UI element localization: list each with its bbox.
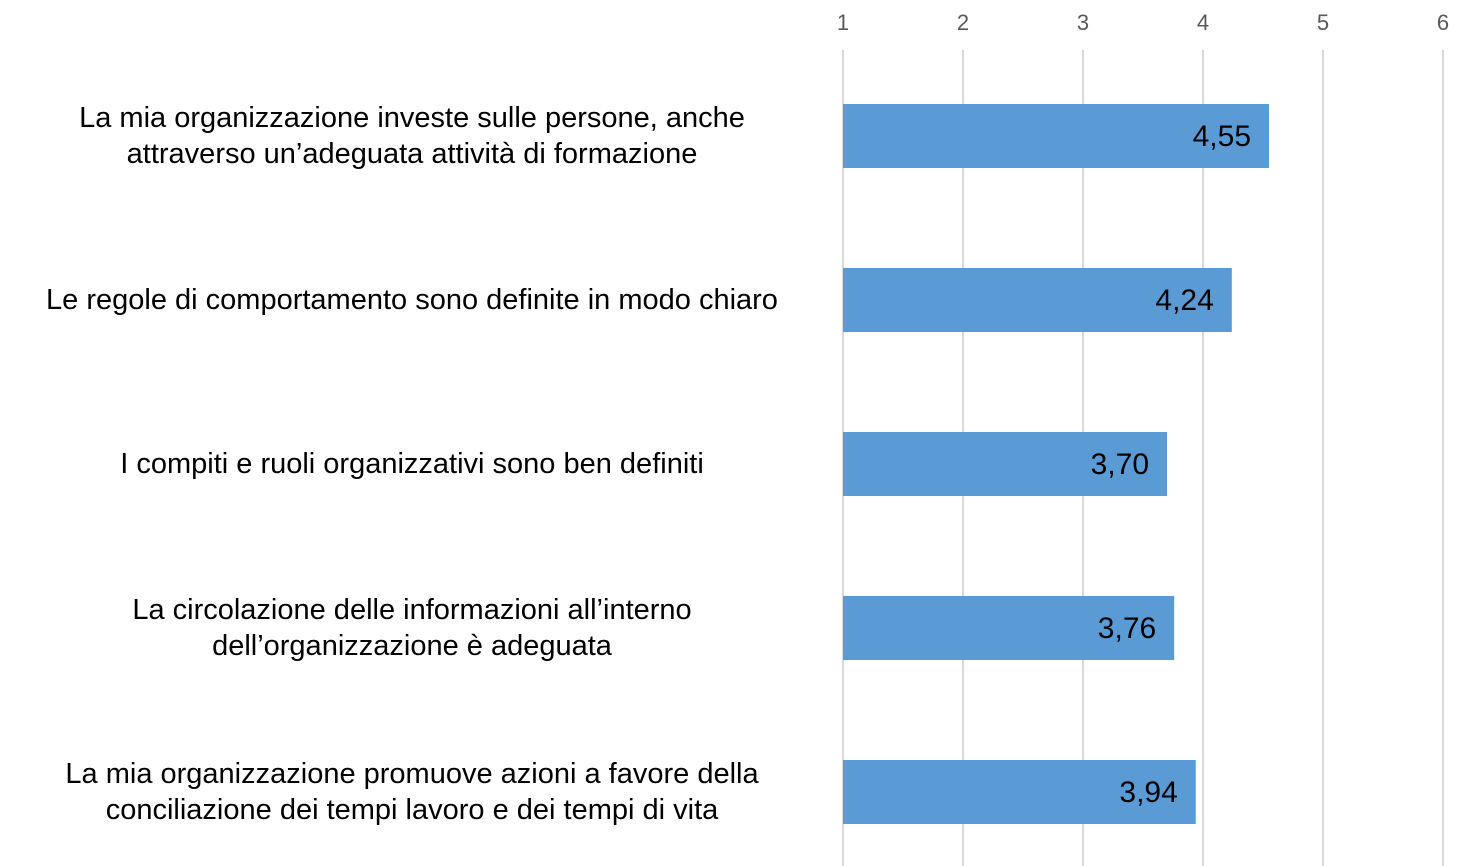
x-tick-label: 4	[1197, 10, 1209, 35]
x-tick-label: 6	[1437, 10, 1449, 35]
value-label: 4,55	[1193, 120, 1251, 153]
bar	[843, 760, 1196, 824]
x-tick-label: 1	[837, 10, 849, 35]
value-label: 3,70	[1091, 448, 1149, 481]
bar	[843, 104, 1269, 168]
category-label: La mia organizzazione investe sulle pers…	[79, 102, 745, 170]
x-tick-label: 5	[1317, 10, 1329, 35]
value-label: 3,76	[1098, 612, 1156, 645]
category-label: La circolazione delle informazioni all’i…	[132, 594, 692, 662]
bar	[843, 596, 1175, 660]
x-tick-label: 3	[1077, 10, 1089, 35]
value-label: 4,24	[1155, 284, 1213, 317]
value-label: 3,94	[1119, 776, 1177, 809]
bar	[843, 268, 1232, 332]
bar	[843, 432, 1167, 496]
category-label: La mia organizzazione promuove azioni a …	[65, 758, 759, 826]
category-label: I compiti e ruoli organizzativi sono ben…	[120, 448, 704, 480]
category-label: Le regole di comportamento sono definite…	[46, 284, 778, 316]
x-tick-label: 2	[957, 10, 969, 35]
